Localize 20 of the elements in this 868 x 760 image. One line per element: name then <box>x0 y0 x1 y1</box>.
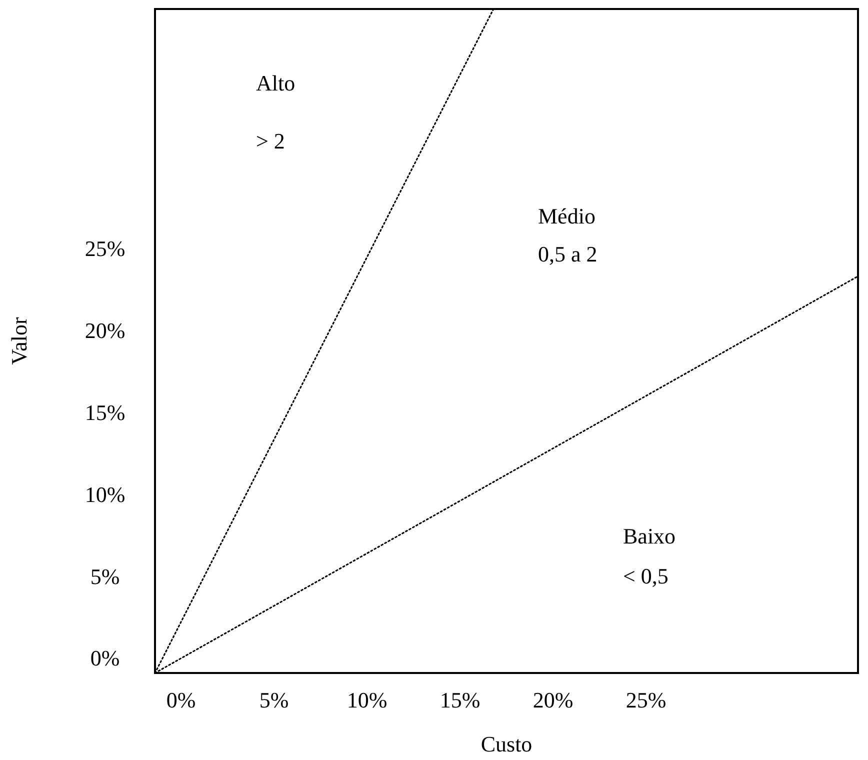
x-axis-title: Custo <box>480 732 532 756</box>
y-tick-label: 10% <box>84 482 126 507</box>
x-tick-label: 25% <box>626 688 666 712</box>
annotation: Médio <box>538 204 596 228</box>
y-tick-label: 25% <box>84 236 126 261</box>
y-tick-label: 5% <box>90 564 120 589</box>
x-tick-label: 10% <box>346 688 388 712</box>
annotation: 0,5 a 2 <box>538 242 598 266</box>
annotation: > 2 <box>256 128 285 154</box>
annotation: Baixo <box>623 524 676 548</box>
x-tick-label: 5% <box>259 688 289 712</box>
annotation: Alto <box>256 70 296 96</box>
x-tick-label: 20% <box>532 688 574 712</box>
x-tick-label: 0% <box>166 688 196 712</box>
annotation: < 0,5 <box>623 564 668 588</box>
y-tick-label: 15% <box>84 400 126 425</box>
y-tick-label: 20% <box>84 318 126 343</box>
y-tick-label: 0% <box>90 646 120 671</box>
x-tick-label: 15% <box>440 688 480 712</box>
y-axis-title: Valor <box>6 316 32 365</box>
